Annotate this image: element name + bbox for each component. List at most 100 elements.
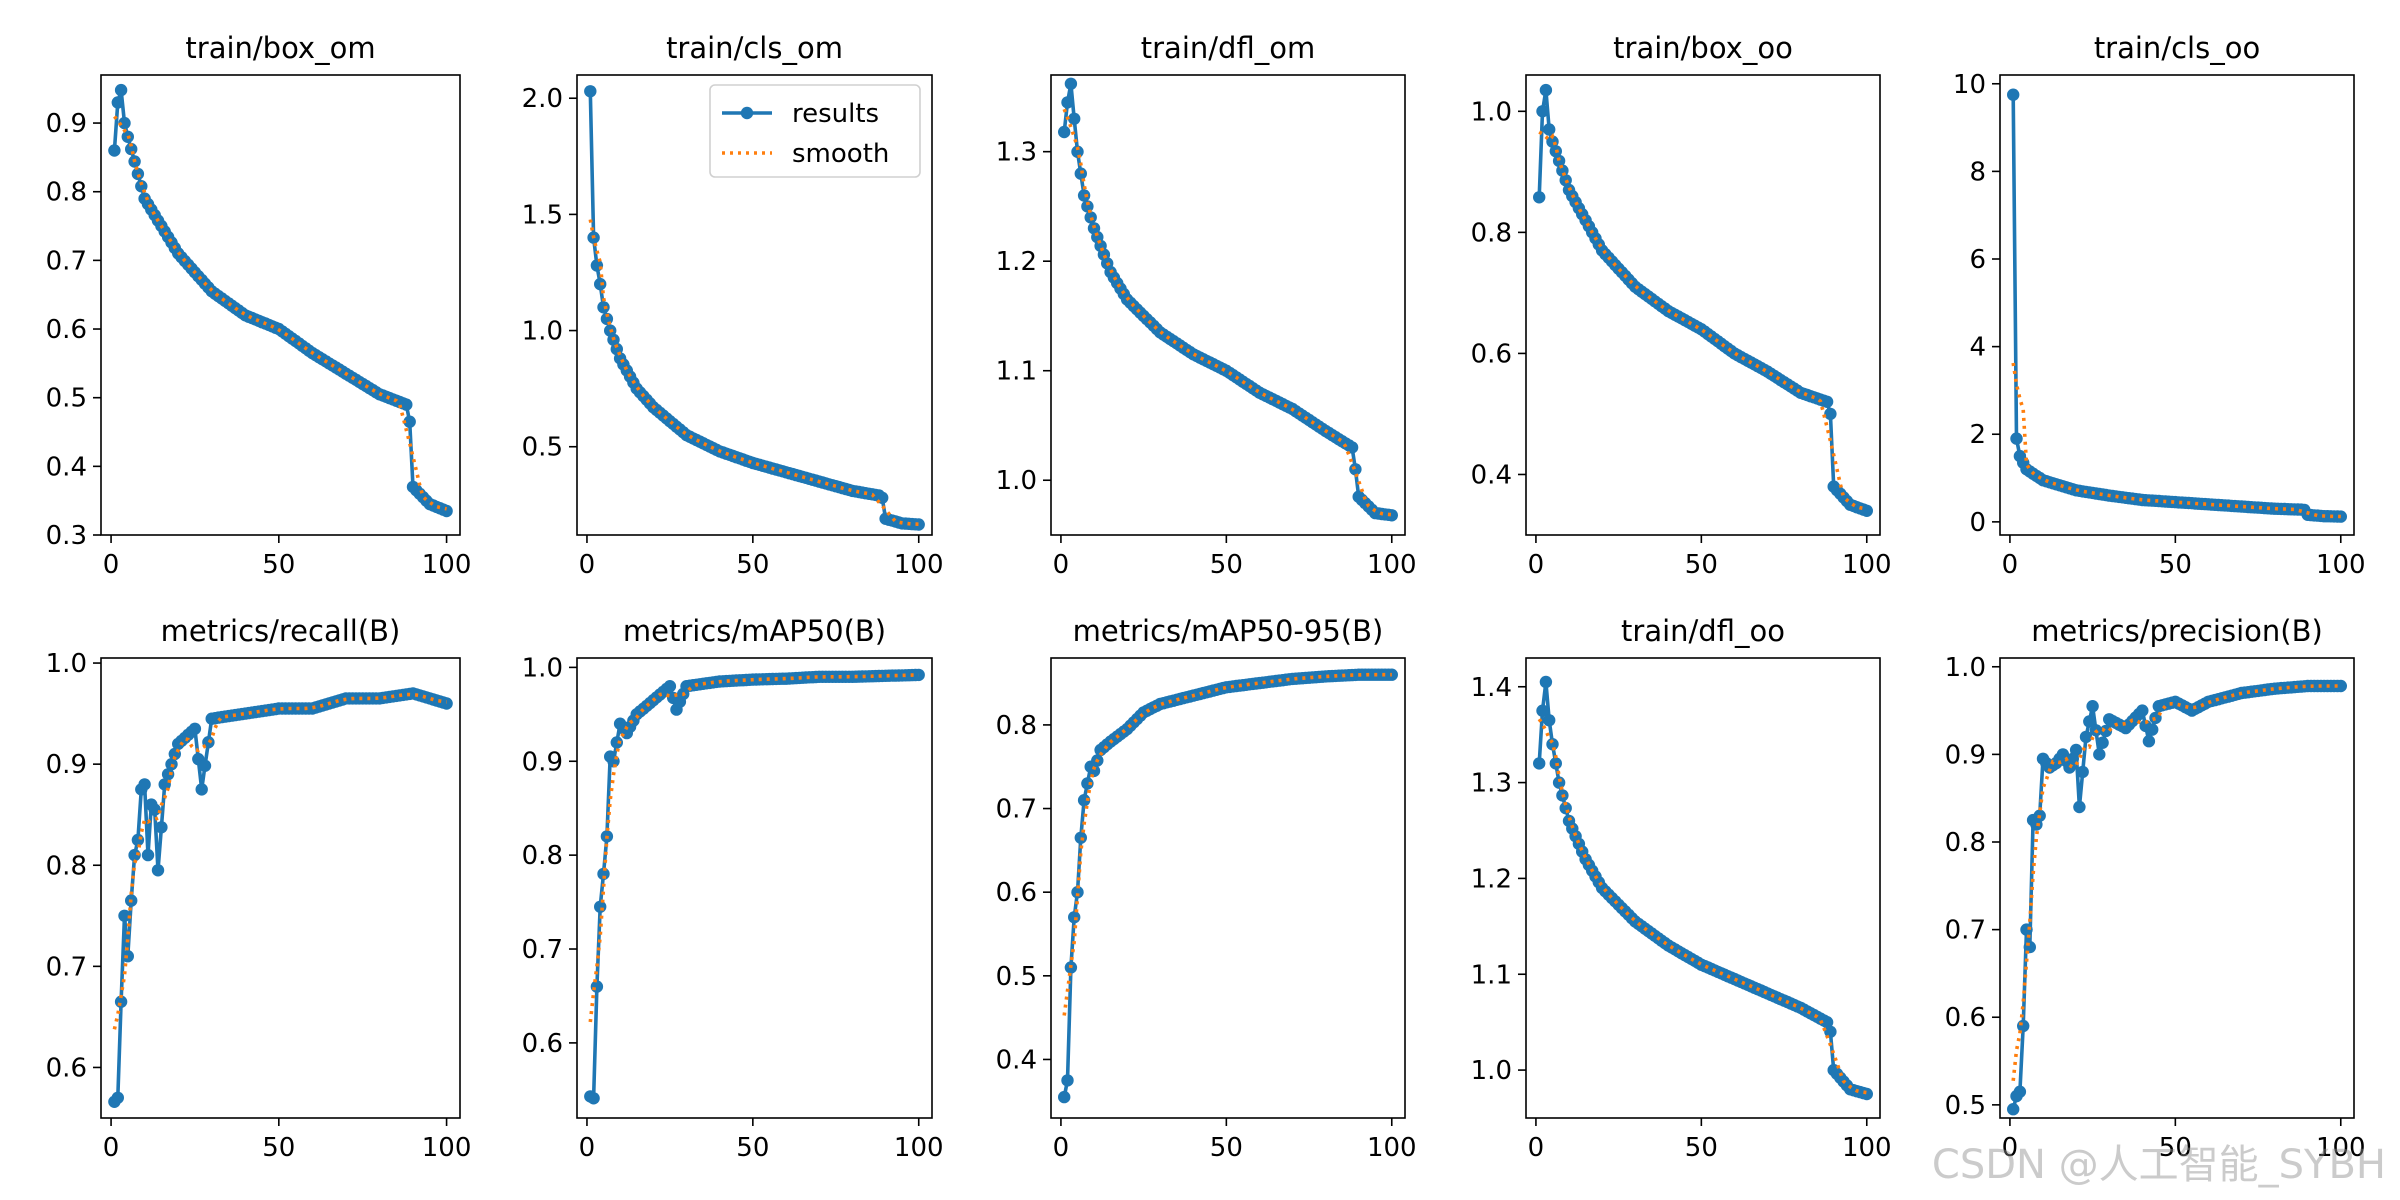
x-tick-label: 0 — [1053, 1133, 1070, 1163]
x-tick-label: 50 — [1210, 1133, 1243, 1163]
results-point — [1061, 1074, 1074, 1087]
legend-results-label: results — [792, 99, 879, 129]
results-point — [1536, 105, 1549, 118]
results-point — [2334, 510, 2347, 523]
results-point — [131, 167, 145, 181]
results-line — [589, 673, 919, 1101]
results-point — [587, 1092, 600, 1105]
x-tick-label: 0 — [2002, 550, 2019, 580]
results-point — [403, 415, 416, 428]
subplot-title: train/cls_oo — [2094, 31, 2260, 65]
x-tick-label: 0 — [1528, 1133, 1545, 1163]
plot-area — [1058, 668, 1399, 1104]
results-point — [195, 783, 208, 796]
results-point — [2142, 735, 2156, 748]
results-point — [161, 768, 175, 781]
axes-frame — [576, 657, 933, 1119]
y-tick-label: 1.1 — [1471, 960, 1512, 990]
results-point — [1081, 200, 1094, 213]
results-line — [1062, 82, 1393, 518]
y-tick-label: 1.0 — [522, 317, 563, 347]
results-point — [1820, 395, 1834, 408]
x-tick-label: 0 — [579, 1133, 596, 1163]
results-point — [610, 736, 623, 749]
y-tick-label: 0.6 — [522, 1029, 563, 1059]
results-point — [2020, 923, 2033, 936]
smooth-line — [113, 115, 447, 511]
x-tick-label: 0 — [1528, 550, 1545, 580]
y-tick-label: 1.0 — [1945, 653, 1986, 683]
x-tick-label: 100 — [894, 550, 944, 580]
results-point — [912, 518, 925, 531]
results-point — [1860, 1087, 1874, 1101]
subplot-title: metrics/mAP50-95(B) — [1073, 614, 1384, 648]
results-point — [2083, 715, 2096, 728]
plot-area — [584, 668, 925, 1105]
y-tick-label: 0.3 — [46, 521, 87, 551]
results-point — [1058, 1090, 1071, 1104]
results-point — [1385, 509, 1399, 522]
x-tick-label: 50 — [1685, 1133, 1718, 1163]
results-point — [2010, 432, 2023, 445]
results-point — [128, 848, 141, 862]
y-tick-label: 1.0 — [1471, 1056, 1512, 1086]
axes-frame — [1050, 74, 1406, 536]
y-tick-label: 0.5 — [996, 962, 1037, 992]
results-point — [2334, 679, 2347, 693]
plot-area — [2007, 88, 2347, 523]
plot-area — [1533, 675, 1874, 1101]
y-tick-label: 1.0 — [522, 653, 563, 683]
x-tick-label: 0 — [579, 550, 596, 580]
results-point — [2069, 743, 2083, 757]
y-tick-label: 0.6 — [46, 315, 87, 345]
results-point — [1824, 407, 1837, 421]
subplot-title: train/box_oo — [1613, 31, 1793, 65]
plot-area — [584, 85, 925, 531]
y-tick-label: 0.7 — [1945, 916, 1986, 946]
results-point — [1820, 1016, 1834, 1029]
smooth-line — [1062, 108, 1392, 517]
watermark: CSDN @人工智能_SYBH — [1931, 1142, 2386, 1188]
subplot-9: train/dfl_oo 0 50 100 1.0 1.1 1.2 1.3 1.4 — [1471, 614, 1892, 1163]
x-tick-label: 0 — [1053, 550, 1070, 580]
subplot-title: metrics/mAP50(B) — [623, 614, 886, 648]
results-point — [2007, 88, 2020, 101]
smooth-line — [2011, 362, 2341, 519]
results-point — [1539, 675, 1553, 689]
plot-area — [1533, 83, 1874, 517]
y-tick-label: 1.3 — [1471, 769, 1512, 799]
results-point — [440, 504, 453, 518]
x-tick-label: 100 — [422, 550, 472, 580]
results-point — [118, 909, 131, 922]
y-tick-label: 0.5 — [1945, 1091, 1986, 1121]
subplot-1: train/box_om 0 50 100 0.3 0.4 0.5 0.6 0.7 0.8 0.9 — [46, 31, 472, 580]
results-point — [108, 144, 121, 157]
axes-frame — [576, 74, 933, 536]
axes-frame — [100, 657, 461, 1119]
results-point — [663, 680, 677, 693]
y-tick-label: 0.9 — [522, 747, 563, 777]
axes-frame — [100, 74, 461, 536]
y-tick-label: 1.3 — [996, 138, 1037, 168]
results-point — [1064, 77, 1078, 91]
legend: results smooth — [709, 84, 921, 178]
results-point — [1860, 504, 1874, 517]
y-tick-label: 0.8 — [996, 711, 1037, 741]
y-tick-label: 0.8 — [1945, 828, 1986, 858]
y-tick-label: 1.2 — [1471, 864, 1512, 894]
y-tick-label: 0.8 — [46, 851, 87, 881]
x-tick-label: 100 — [422, 1133, 472, 1163]
smooth-line — [588, 219, 919, 526]
y-tick-label: 0.8 — [522, 841, 563, 871]
results-point — [597, 301, 610, 314]
y-tick-label: 0.5 — [46, 384, 87, 414]
y-tick-label: 0.6 — [46, 1053, 87, 1083]
x-tick-label: 0 — [2002, 1133, 2019, 1163]
subplot-5: train/cls_oo 0 50 100 0 2 4 6 8 10 — [1953, 31, 2366, 580]
y-tick-label: 2.0 — [522, 84, 563, 114]
y-tick-label: 0.4 — [46, 452, 87, 482]
results-point — [1058, 125, 1071, 139]
x-tick-label: 50 — [736, 550, 769, 580]
subplot-3: train/dfl_om 0 50 100 1.0 1.1 1.2 1.3 — [996, 31, 1417, 580]
